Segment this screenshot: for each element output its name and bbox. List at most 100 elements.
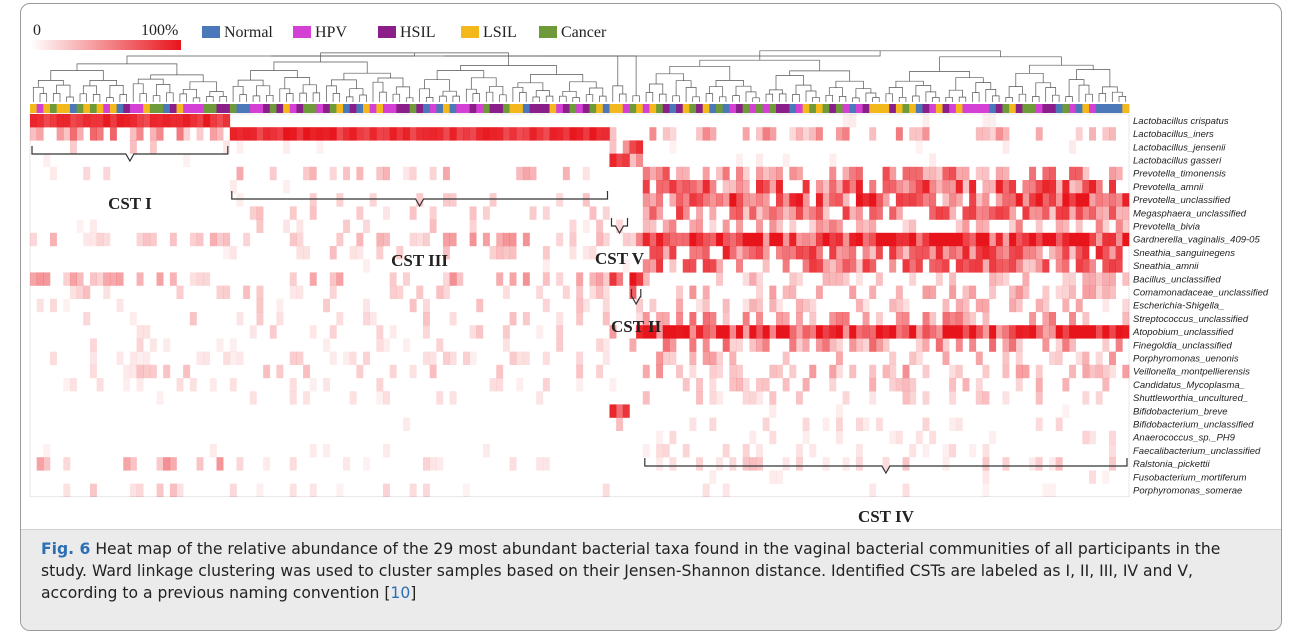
taxon-label: Sneathia_amnii	[1133, 261, 1199, 272]
heatmap-cell	[356, 206, 364, 220]
heatmap-cell	[922, 180, 930, 194]
heatmap-cell	[736, 232, 743, 247]
heatmap-cell	[889, 298, 897, 313]
heatmap-cell	[1095, 272, 1103, 286]
heatmap-cell	[1082, 193, 1090, 207]
heatmap-cell	[649, 166, 657, 181]
heatmap-cell	[1075, 166, 1083, 181]
heatmap-cell	[296, 219, 304, 233]
heatmap-cell	[875, 206, 883, 220]
heatmap-cell	[1089, 206, 1096, 220]
legend-label-hsil: HSIL	[400, 24, 436, 41]
sample-group-cell	[76, 104, 84, 113]
dendrogram-branch	[569, 81, 597, 92]
heatmap-cell	[616, 417, 624, 431]
heatmap-cell	[203, 351, 211, 365]
heatmap-cell	[736, 180, 743, 194]
dendrogram-branch	[559, 95, 567, 102]
heatmap-cell	[542, 259, 550, 273]
heatmap-cell	[629, 338, 637, 352]
heatmap-cell	[709, 351, 717, 365]
heatmap-cell	[1042, 193, 1050, 207]
heatmap-cell	[742, 206, 750, 220]
heatmap-cell	[402, 338, 410, 352]
sample-group-cell	[609, 104, 617, 113]
heatmap-cell	[809, 206, 817, 220]
heatmap-cell	[975, 378, 983, 392]
dendrogram-branch	[775, 75, 804, 90]
heatmap-cell	[303, 391, 311, 405]
heatmap-cell	[316, 127, 324, 141]
heatmap-cell	[1029, 312, 1037, 326]
heatmap-cell	[1009, 325, 1017, 339]
heatmap-cell	[496, 232, 504, 247]
heatmap-cell	[882, 457, 890, 471]
sample-group-cell	[875, 104, 883, 113]
heatmap-cell	[389, 127, 397, 141]
heatmap-cell	[942, 325, 950, 339]
heatmap-cell	[482, 127, 490, 141]
heatmap-cell	[989, 206, 997, 220]
heatmap-cell	[902, 259, 910, 273]
dendrogram-branch	[898, 96, 907, 102]
heatmap-cell	[636, 298, 644, 313]
heatmap-cell	[742, 378, 750, 392]
heatmap-cell	[189, 272, 197, 286]
heatmap-cell	[129, 312, 137, 326]
heatmap-cell	[442, 193, 450, 207]
legend-label-hpv: HPV	[315, 24, 347, 41]
heatmap-cell	[849, 114, 857, 128]
heatmap-cell	[795, 127, 803, 141]
heatmap-cell	[729, 232, 737, 247]
heatmap-cell	[309, 378, 317, 392]
heatmap-cell	[416, 127, 424, 141]
sample-group-cell	[722, 104, 730, 113]
heatmap-cell	[902, 219, 910, 233]
heatmap-cell	[283, 219, 291, 233]
dendrogram-branch	[152, 95, 161, 102]
heatmap-cell	[396, 285, 404, 299]
heatmap-cell	[429, 457, 437, 471]
heatmap-cell	[1002, 364, 1010, 379]
heatmap-cell	[422, 483, 430, 497]
heatmap-cell	[116, 114, 124, 128]
heatmap-cell	[1089, 470, 1096, 484]
heatmap-cell	[849, 259, 857, 273]
dendrogram-branch	[915, 85, 932, 96]
heatmap-cell	[1109, 444, 1116, 458]
heatmap-cell	[469, 206, 477, 220]
heatmap-cell	[336, 483, 344, 497]
caption-reference-link[interactable]: 10	[390, 584, 411, 602]
heatmap-cell	[989, 325, 997, 339]
heatmap-cell	[369, 193, 377, 207]
heatmap-cell	[136, 232, 144, 247]
legend-label-cancer: Cancer	[561, 24, 607, 41]
heatmap-cell	[562, 285, 570, 299]
heatmap-cell	[962, 312, 970, 326]
sample-group-cell	[902, 104, 910, 113]
heatmap-cell	[303, 127, 311, 141]
heatmap-cell	[229, 246, 237, 260]
dendrogram-branch	[252, 95, 261, 102]
heatmap-cell	[602, 206, 610, 220]
dendrogram-branch	[685, 87, 697, 102]
heatmap-cell	[969, 180, 977, 194]
heatmap-cell	[756, 444, 763, 458]
heatmap-cell	[656, 180, 664, 194]
heatmap-cell	[602, 127, 610, 141]
heatmap-cell	[895, 312, 903, 326]
dendrogram-branch	[805, 90, 817, 102]
heatmap-cell	[1089, 285, 1096, 299]
dendrogram-branch	[132, 83, 144, 102]
sample-group-cell	[263, 104, 271, 113]
heatmap-cell	[1029, 232, 1037, 247]
sample-group-cell	[536, 104, 544, 113]
dendrogram-branch	[1008, 86, 1023, 98]
heatmap-cell	[895, 232, 903, 247]
sample-group-cell	[1022, 104, 1030, 113]
heatmap-cell	[309, 325, 317, 339]
heatmap-cell	[929, 259, 937, 273]
sample-group-cell	[689, 104, 697, 113]
heatmap-cell	[909, 180, 917, 194]
heatmap-cell	[949, 206, 957, 220]
